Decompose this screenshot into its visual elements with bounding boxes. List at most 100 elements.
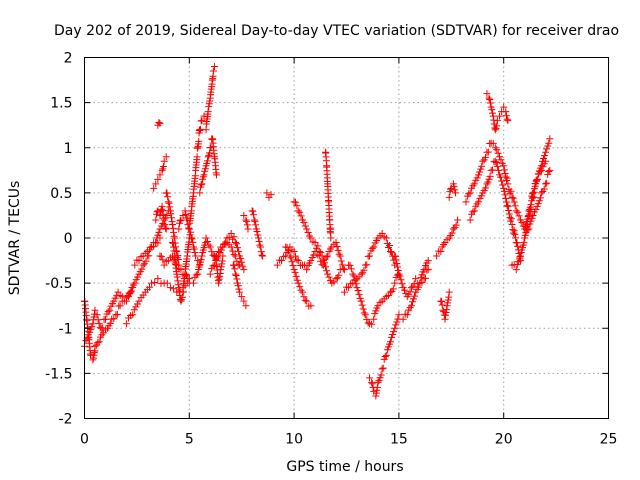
- data-point: [477, 192, 485, 200]
- data-point: [514, 242, 522, 250]
- data-point: [535, 197, 543, 205]
- data-point: [433, 252, 441, 260]
- data-point: [443, 302, 451, 310]
- data-point: [497, 156, 505, 164]
- y-tick-labels: -2 -1.5 -1 -0.5 0 0.5 1 1.5 2: [45, 51, 72, 428]
- data-point: [503, 174, 511, 182]
- data-point: [129, 311, 137, 319]
- data-point: [90, 348, 98, 356]
- data-point: [307, 302, 315, 310]
- data-point: [424, 257, 432, 265]
- data-point: [89, 356, 97, 364]
- data-point: [407, 302, 415, 310]
- data-point: [394, 267, 402, 275]
- data-point: [403, 311, 411, 319]
- data-point: [334, 246, 342, 254]
- data-point: [209, 67, 217, 75]
- data-point: [242, 216, 250, 224]
- data-point: [389, 285, 397, 293]
- data-point: [373, 383, 381, 391]
- data-point: [363, 315, 371, 323]
- data-point: [351, 276, 359, 284]
- data-point: [335, 271, 343, 279]
- data-point: [335, 250, 343, 258]
- data-point: [500, 162, 508, 170]
- data-point: [542, 180, 550, 188]
- data-point: [444, 299, 452, 307]
- data-point: [486, 95, 494, 103]
- data-point: [494, 166, 502, 174]
- data-point: [177, 216, 185, 224]
- data-point: [222, 238, 230, 246]
- y-tick-label: -1: [59, 321, 73, 337]
- data-point: [232, 240, 240, 248]
- data-point: [231, 265, 239, 273]
- data-point: [544, 170, 552, 178]
- data-point: [218, 257, 226, 265]
- data-point: [178, 293, 186, 301]
- data-point: [543, 145, 551, 153]
- data-point: [88, 323, 96, 331]
- data-point: [533, 202, 541, 210]
- data-point: [255, 238, 263, 246]
- data-point: [469, 208, 477, 216]
- data-point: [337, 257, 345, 265]
- data-point: [466, 216, 474, 224]
- data-point: [336, 252, 344, 260]
- data-point: [182, 210, 190, 218]
- data-point: [358, 301, 366, 309]
- data-point: [357, 297, 365, 305]
- data-point: [205, 103, 213, 111]
- data-point: [135, 257, 143, 265]
- data-point: [150, 184, 158, 192]
- data-point: [170, 243, 178, 251]
- data-point: [257, 243, 265, 251]
- data-point: [515, 255, 523, 263]
- data-point: [125, 293, 133, 301]
- data-point: [145, 283, 153, 291]
- data-point: [338, 261, 346, 269]
- data-point: [166, 284, 174, 292]
- data-point: [483, 180, 491, 188]
- data-point: [184, 221, 192, 229]
- data-point: [197, 181, 205, 189]
- data-point: [373, 386, 381, 394]
- data-point: [217, 246, 225, 254]
- data-point: [314, 242, 322, 250]
- y-tick-label: 0: [64, 231, 73, 247]
- data-point: [94, 339, 102, 347]
- data-point: [174, 277, 182, 285]
- data-point: [496, 153, 504, 161]
- data-point: [523, 226, 531, 234]
- data-point: [503, 202, 511, 210]
- data-point: [131, 279, 139, 287]
- data-point: [206, 270, 214, 278]
- data-point: [500, 184, 508, 192]
- data-point: [198, 117, 206, 125]
- data-point: [291, 268, 299, 276]
- data-point: [307, 257, 315, 265]
- data-point: [527, 217, 535, 225]
- data-point: [339, 265, 347, 273]
- data-point: [444, 296, 452, 304]
- data-point: [484, 178, 492, 186]
- data-point: [475, 171, 483, 179]
- data-point: [483, 90, 491, 98]
- data-point: [257, 248, 265, 256]
- data-point: [217, 263, 225, 271]
- data-point: [491, 126, 499, 134]
- data-point: [528, 214, 536, 222]
- data-point: [189, 238, 197, 246]
- data-point: [169, 220, 177, 228]
- data-point: [500, 103, 508, 111]
- data-point: [152, 180, 160, 188]
- data-point: [542, 148, 550, 156]
- data-point: [93, 311, 101, 319]
- data-point: [370, 243, 378, 251]
- data-point: [387, 338, 395, 346]
- data-point: [303, 297, 311, 305]
- data-point: [489, 166, 497, 174]
- data-point: [332, 239, 340, 247]
- data-point: [418, 271, 426, 279]
- data-point: [181, 207, 189, 215]
